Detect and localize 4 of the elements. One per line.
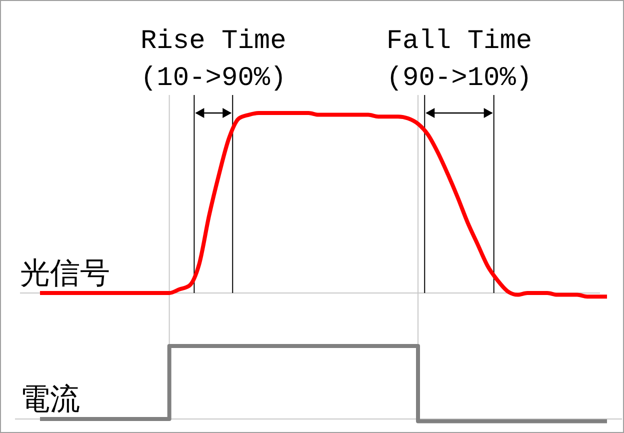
series-label: 光信号 <box>20 256 110 291</box>
series-label: 電流 <box>20 382 80 417</box>
text: Fall Time (90->10%) <box>386 27 532 94</box>
text: Rise Time (10->90%) <box>140 27 286 94</box>
